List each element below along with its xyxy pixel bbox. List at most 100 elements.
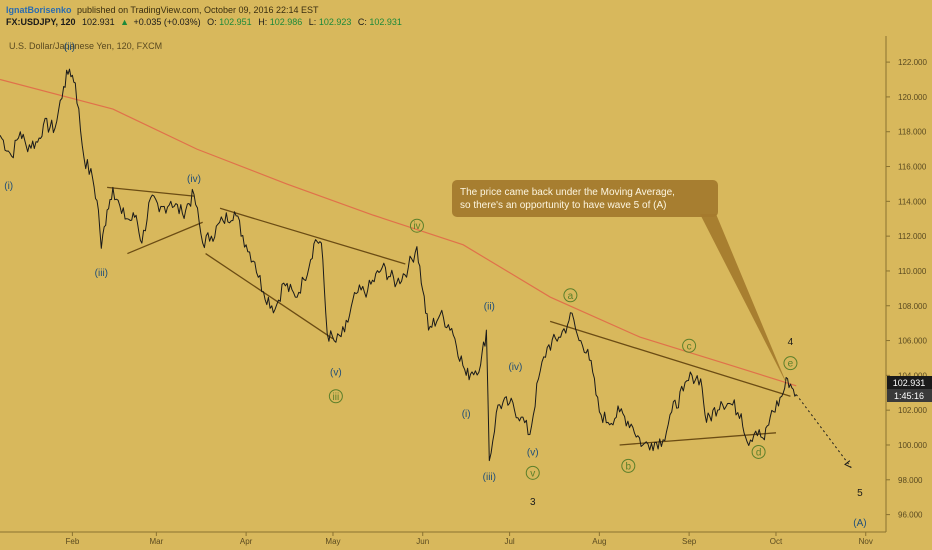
x-tick-label: May (325, 537, 340, 546)
wave-circle-icon (751, 444, 766, 459)
countdown-box (887, 389, 932, 402)
wave-label-9: (iv) (508, 362, 522, 373)
wave-label-text: 4 (788, 337, 794, 348)
wave-circle-icon (682, 338, 697, 353)
wave-label-4: (v) (330, 367, 342, 378)
wave-label-5: iii (328, 389, 343, 404)
projection-arrowhead-icon (844, 460, 852, 469)
y-tick-label: 108.000 (898, 302, 927, 311)
y-tick-label: 120.000 (898, 93, 927, 102)
annotation-pointer (700, 214, 788, 386)
wave-label-text: (ii) (484, 301, 495, 312)
wave-label-text: (iv) (187, 174, 201, 185)
low-value: 102.923 (319, 17, 352, 27)
wave-label-3: (iv) (187, 174, 201, 185)
published-text: published on TradingView.com, October 09… (77, 5, 319, 15)
x-tick-label: Jun (416, 537, 429, 546)
projection-line (795, 394, 852, 468)
price-series (0, 68, 797, 462)
open-label: O: (207, 17, 217, 27)
wave-label-text: d (756, 447, 762, 458)
x-tick-label: Feb (65, 537, 79, 546)
header-line-1: IgnatBorisenko published on TradingView.… (6, 5, 319, 15)
wave-label-text: (A) (853, 518, 866, 529)
wave-labels: (ii) (i) (iii) (iv) (v) iii iv (ii) (i) (iv) (iii)… (4, 42, 866, 529)
wave-circle-icon (328, 389, 343, 404)
y-tick-label: 100.000 (898, 441, 927, 450)
wave-label-text: a (568, 291, 574, 302)
wave-circle-icon (563, 288, 578, 303)
wave-label-8: (i) (462, 409, 471, 420)
wave-label-2: (iii) (95, 268, 108, 279)
y-tick-label: 98.000 (898, 476, 923, 485)
up-arrow-icon: ▲ (120, 17, 129, 27)
wave-label-11: (v) (527, 447, 539, 458)
wave-label-text: (ii) (64, 42, 75, 53)
y-tick-label: 122.000 (898, 58, 927, 67)
open-value: 102.951 (219, 17, 252, 27)
wave-label-6: iv (409, 218, 424, 233)
close-label: C: (358, 17, 367, 27)
price-box (887, 376, 932, 389)
wave-label-21: (A) (853, 518, 866, 529)
trendline-1 (127, 221, 203, 255)
wave-label-10: (iii) (483, 472, 496, 483)
wave-label-7: (ii) (484, 301, 495, 312)
y-tick-label: 114.000 (898, 197, 927, 206)
wave-label-text: (iii) (95, 268, 108, 279)
x-tick-label: Apr (240, 537, 253, 546)
wave-circle-icon (621, 458, 636, 473)
y-tick-label: 106.000 (898, 337, 927, 346)
x-tick-label: Aug (592, 537, 606, 546)
x-tick-label: Jul (504, 537, 514, 546)
wave-label-text: (i) (462, 409, 471, 420)
wave-label-text: (iii) (483, 472, 496, 483)
projection (795, 394, 852, 469)
chart-subtitle: U.S. Dollar/Japanese Yen, 120, FXCM (9, 41, 162, 51)
high-value: 102.986 (270, 17, 303, 27)
wave-label-text: (v) (527, 447, 539, 458)
author-link[interactable]: IgnatBorisenko (6, 5, 72, 15)
wave-label-text: 5 (857, 488, 863, 499)
y-tick-label: 96.000 (898, 511, 923, 520)
wave-circle-icon (783, 356, 798, 371)
trendline-3 (205, 253, 334, 340)
countdown-value: 1:45:16 (894, 391, 924, 401)
wave-label-text: e (788, 359, 794, 370)
x-tick-label: Oct (770, 537, 783, 546)
y-tick-label: 112.000 (898, 232, 927, 241)
price-line (0, 68, 797, 462)
wave-label-14: a (563, 288, 578, 303)
annotation-line-1: The price came back under the Moving Ave… (460, 187, 675, 198)
wave-label-text: iv (413, 221, 420, 232)
wave-label-1: (i) (4, 181, 13, 192)
wave-label-text: c (687, 341, 692, 352)
wave-label-text: 3 (530, 497, 536, 508)
annotation-box (452, 180, 718, 217)
wave-circle-icon (409, 218, 424, 233)
wave-label-text: (v) (330, 367, 342, 378)
price-box-value: 102.931 (893, 378, 926, 388)
x-tick-label: Sep (682, 537, 697, 546)
last-price: 102.931 (82, 17, 115, 27)
wave-label-text: v (530, 468, 535, 479)
wave-label-text: iii (333, 392, 340, 403)
wave-label-18: e (783, 356, 798, 371)
symbol-line: FX:USDJPY, 120 (6, 17, 76, 27)
close-value: 102.931 (369, 17, 402, 27)
wave-label-15: b (621, 458, 636, 473)
annotation-line-2: so there's an opportunity to have wave 5… (460, 200, 666, 211)
wave-circle-icon (525, 465, 540, 480)
annotation-text: The price came back under the Moving Ave… (460, 187, 678, 211)
wave-label-text: (i) (4, 181, 13, 192)
low-label: L: (309, 17, 317, 27)
x-axis: Feb Mar Apr May Jun Jul Aug Sep Oct Nov (65, 532, 873, 546)
wave-label-text: b (626, 461, 632, 472)
x-tick-label: Mar (149, 537, 163, 546)
wave-label-13: 3 (530, 497, 536, 508)
trendlines (107, 186, 791, 446)
x-tick-label: Nov (859, 537, 873, 546)
y-tick-label: 118.000 (898, 128, 927, 137)
